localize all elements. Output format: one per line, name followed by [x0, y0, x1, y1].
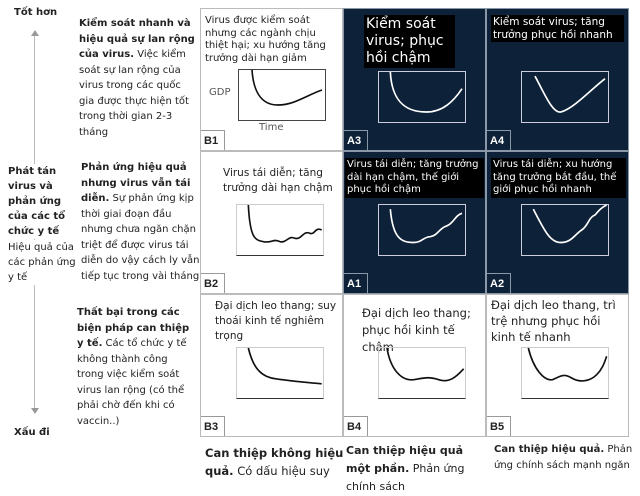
- arrow-down-icon: [31, 408, 39, 414]
- scenario-cell-b3: Đại dịch leo thang; suy thoái kinh tế ng…: [200, 294, 343, 437]
- cell-description: Virus được kiểm soát nhưng các ngành chị…: [205, 15, 326, 64]
- cell-code: B2: [201, 273, 225, 293]
- axis-bottom-label: Xấu đi: [14, 427, 50, 438]
- column-description-1: Can thiệp không hiệu quả. Có dấu hiệu su…: [205, 446, 344, 478]
- cell-code: B5: [487, 416, 511, 436]
- arrow-up-icon: [31, 30, 39, 36]
- y-axis-label: GDP: [209, 87, 231, 98]
- row-description-3: Thất bại trong các biện pháp can thiệp y…: [77, 307, 190, 427]
- cell-description: Virus tái diễn; tăng trưởng dài hạn chậm…: [345, 158, 484, 198]
- cell-description: Đại dịch leo thang, trì trệ nhưng phục h…: [491, 298, 616, 344]
- cell-code: B4: [344, 416, 368, 436]
- cell-description: Virus tái diễn; tăng trưởng dài hạn chậm: [223, 167, 333, 194]
- gdp-curve-chart: [238, 69, 326, 121]
- cell-code: A2: [487, 273, 511, 293]
- scenario-cell-b4: Đại dịch leo thang; phục hồi kinh tế chậ…: [343, 294, 486, 437]
- cell-code: A1: [344, 273, 368, 293]
- cell-description: Virus tái diễn; xu hướng tăng trưởng bắt…: [491, 158, 626, 198]
- cell-code: A3: [344, 130, 368, 150]
- cell-code: B3: [201, 416, 225, 436]
- scenario-cell-a4: Kiểm soát virus; tăng trưởng phục hồi nh…: [486, 8, 629, 151]
- x-axis-label: Time: [259, 122, 284, 133]
- gdp-curve-chart: [378, 347, 466, 399]
- cell-description: Kiểm soát virus; tăng trưởng phục hồi nh…: [491, 15, 624, 42]
- scenario-cell-a3: Kiểm soát virus; phục hồi chậm A3: [343, 8, 486, 151]
- gdp-curve-chart: [521, 71, 609, 123]
- column-description-3: Can thiệp hiệu quả. Phản ứng chính sách …: [494, 444, 633, 471]
- cell-code: B1: [201, 130, 225, 150]
- scenario-cell-a2: Virus tái diễn; xu hướng tăng trưởng bắt…: [486, 151, 629, 294]
- cell-description: Đại dịch leo thang; phục hồi kinh tế chậ…: [362, 306, 471, 354]
- row-description-2: Phản ứng hiệu quả nhưng virus vẫn tái di…: [81, 162, 200, 282]
- gdp-curve-chart: [236, 204, 324, 256]
- cell-code: A4: [487, 130, 511, 150]
- scenario-cell-b1: Virus được kiểm soát nhưng các ngành chị…: [200, 8, 343, 151]
- scenario-cell-b5: Đại dịch leo thang, trì trệ nhưng phục h…: [486, 294, 629, 437]
- row-description-1: Kiểm soát nhanh và hiệu quả sự lan rộng …: [79, 18, 195, 138]
- column-description-2: Can thiệp hiệu quả một phần. Phản ứng ch…: [346, 444, 465, 493]
- axis-middle-sub: Hiệu quả của các phản ứng y tế: [8, 240, 80, 285]
- gdp-curve-chart: [521, 347, 609, 399]
- gdp-curve-chart: [378, 204, 466, 256]
- axis-top-label: Tốt hơn: [14, 7, 58, 18]
- gdp-curve-chart: [521, 204, 609, 256]
- scenario-cell-a1: Virus tái diễn; tăng trưởng dài hạn chậm…: [343, 151, 486, 294]
- scenario-cell-b2: Virus tái diễn; tăng trưởng dài hạn chậm…: [200, 151, 343, 294]
- gdp-curve-chart: [378, 71, 466, 123]
- gdp-curve-chart: [236, 347, 324, 399]
- cell-description: Kiểm soát virus; phục hồi chậm: [364, 15, 455, 68]
- cell-description: Đại dịch leo thang; suy thoái kinh tế ng…: [215, 300, 337, 342]
- axis-middle-title: Phát tán virus và phản ứng của các tổ ch…: [8, 164, 80, 239]
